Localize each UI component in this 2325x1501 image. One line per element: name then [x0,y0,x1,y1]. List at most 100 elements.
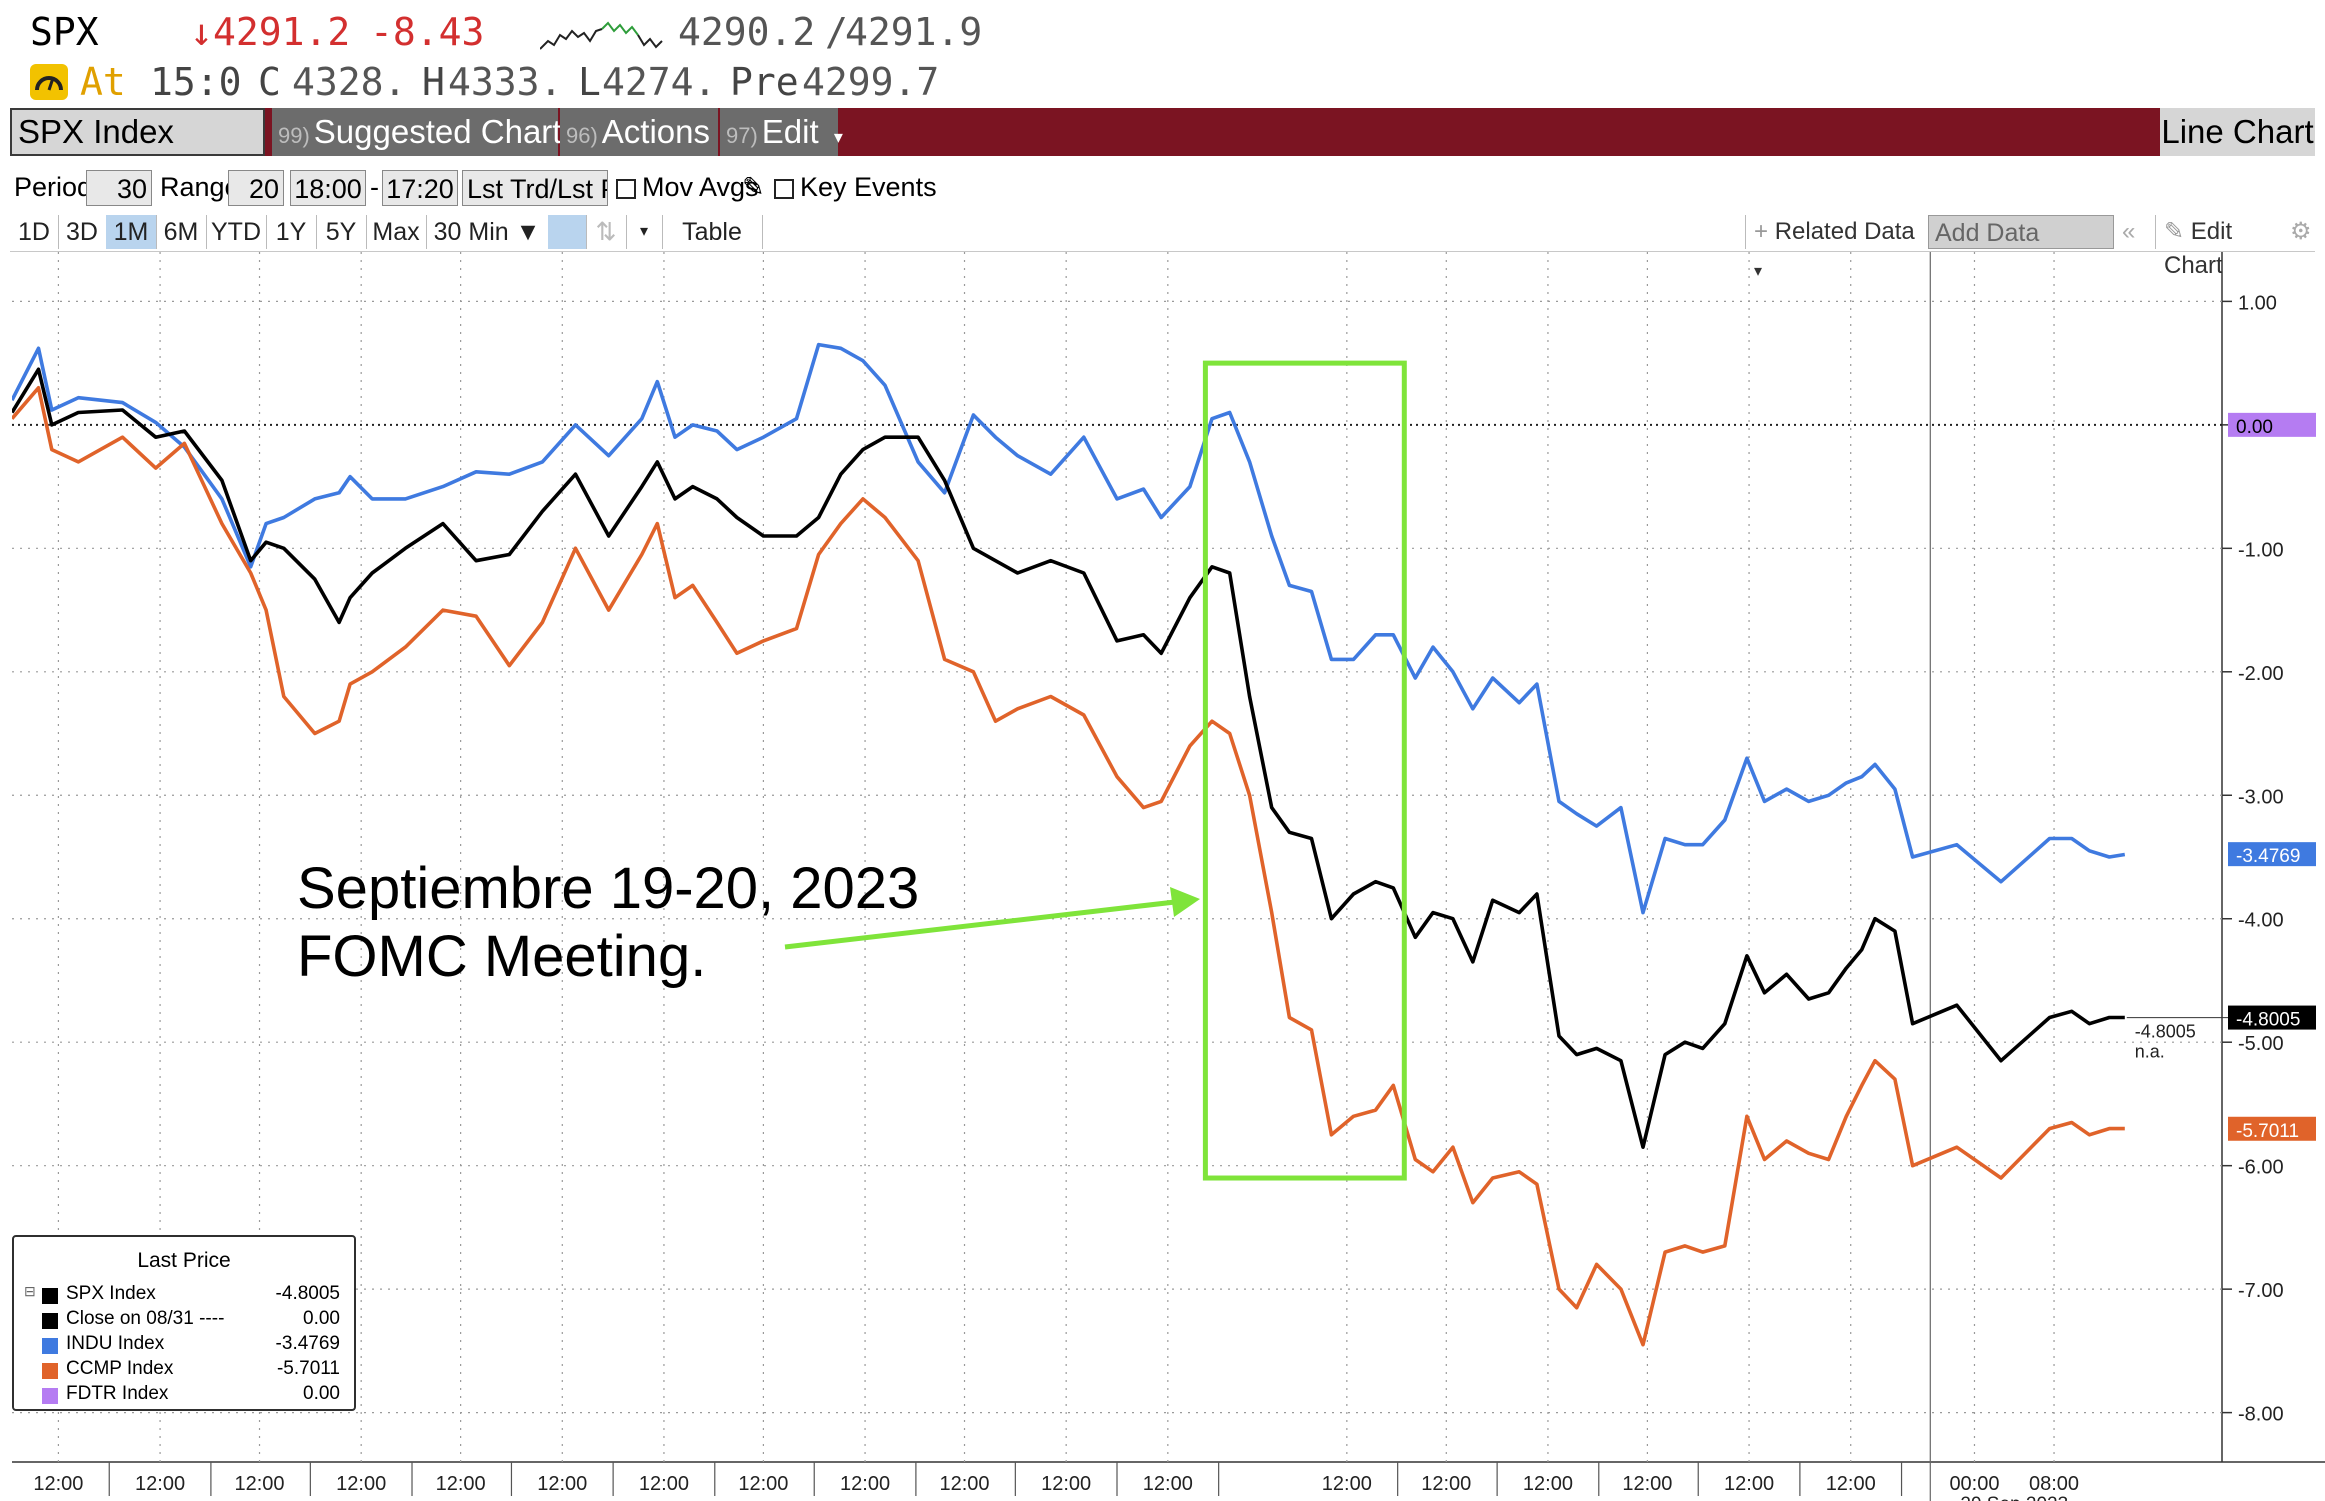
value-label-bg [2228,842,2316,867]
plus-icon: + [1754,218,1775,245]
quote-close: 4328. [292,60,407,104]
x-tick-label: 12:00 [1826,1473,1876,1495]
annotation-arrow-line [784,899,1176,950]
key-events-label: Key Events [800,172,937,202]
legend-swatch [42,1363,58,1379]
x-tick-label: 12:00 [33,1473,83,1495]
range-button-3d[interactable]: 3D [58,215,107,249]
legend-name: Close on 08/31 ---- [66,1308,225,1329]
x-tick-label: 08:00 [2029,1473,2079,1495]
range-label: Range [160,172,240,202]
x-tick-label: 12:00 [1421,1473,1471,1495]
value-label: -5.7011 [2228,1116,2316,1142]
x-tick-label: 12:00 [1523,1473,1573,1495]
range-buttons-row: 1D 3D 1M 6M YTD 1Y 5Y Max 30 Min ▼ ⇅ ▾ T… [10,213,2315,280]
down-arrow-icon: ↓ [190,10,213,54]
pencil-icon[interactable]: ✎ [742,172,765,202]
y-tick-label: -5.00 [2238,1033,2284,1055]
pencil-icon: ✎ [2164,218,2191,245]
edit-chart-button[interactable]: ✎ Edit Chart [2155,215,2294,279]
crosshair-icon[interactable]: ⇅ [586,215,627,249]
legend-swatch [42,1338,58,1354]
legend-value: 0.00 [303,1383,340,1404]
table-button[interactable]: Table [662,215,763,249]
value-label: 0.00 [2228,412,2316,438]
x-tick-label: 12:00 [537,1473,587,1495]
zoom-icon[interactable] [548,215,587,249]
value-label-bg [2228,1116,2316,1141]
quote-ticker: SPX [30,10,99,54]
side-note-na: n.a. [2135,1042,2165,1062]
suggested-charts-button[interactable]: 99)Suggested Charts ▾ [272,108,602,156]
x-tick-label: 00:00 [1949,1473,1999,1495]
range-button-1m[interactable]: 1M [106,215,157,249]
edit-button[interactable]: 97) Edit ▾ [720,108,843,156]
range-input[interactable]: 20 [228,170,284,206]
main-toolbar: SPX Index 99)Suggested Charts ▾ 96)Actio… [10,108,2315,156]
suggested-charts-label: Suggested Charts [313,113,578,150]
gear-icon[interactable]: ⚙ [2290,218,2312,245]
at-label: At [80,60,126,104]
time-to-input[interactable]: 17:20 [382,170,458,206]
arrow-head-icon [1170,887,1200,917]
add-data-input[interactable]: Add Data [1928,215,2114,249]
edit-chart-label: Edit Chart [2164,218,2233,279]
legend-item[interactable]: Close on 08/31 ---- 0.00 [14,1308,354,1333]
x-tick-label: 12:00 [1041,1473,1091,1495]
legend-item[interactable]: CCMP Index -5.7011 [14,1358,354,1383]
ticker-field[interactable]: SPX Index [10,108,265,156]
key-events-checkbox[interactable] [774,178,794,199]
legend-item[interactable]: INDU Index -3.4769 [14,1333,354,1358]
mov-avgs-label: Mov Avgs [642,172,759,202]
legend-value: -5.7011 [276,1358,340,1379]
edit-label: Edit [761,113,819,150]
dropdown-caret-icon: ▾ [1754,263,1763,280]
y-tick-label: -8.00 [2238,1404,2284,1426]
legend-item[interactable]: FDTR Index 0.00 [14,1383,354,1408]
range-button-1y[interactable]: 1Y [266,215,317,249]
quote-bid: 4290.2 [678,10,816,54]
y-tick-label: -3.00 [2238,786,2284,808]
range-button-ytd[interactable]: YTD [206,215,267,249]
x-tick-label: 12:00 [939,1473,989,1495]
range-button-6m[interactable]: 6M [156,215,207,249]
legend: Last Price ⊟ SPX Index -4.8005 Close on … [12,1235,356,1411]
legend-name: FDTR Index [66,1383,169,1404]
related-data-button[interactable]: + Related Data ▾ [1745,215,1924,280]
price-mode-select[interactable]: Lst Trd/Lst P [462,170,608,206]
quote-time: 15:0 [150,60,242,104]
low-prefix: L [578,60,601,104]
fomc-highlight-rect [1202,360,1407,1181]
collapse-icon[interactable]: « [2122,218,2136,245]
frequency-select[interactable]: 30 Min ▼ [426,215,549,249]
annotation-arrow [784,887,1200,950]
x-tick-label: 12:00 [436,1473,486,1495]
x-tick-label: 12:00 [639,1473,689,1495]
time-from-input[interactable]: 18:00 [290,170,366,206]
annotation-line-1: Septiembre 19-20, 2023 [297,856,920,921]
period-input[interactable]: 30 [86,170,152,206]
y-tick-label: -6.00 [2238,1157,2284,1179]
range-button-max[interactable]: Max [366,215,427,249]
y-tick-label: -1.00 [2238,539,2284,561]
legend-name: CCMP Index [66,1358,174,1379]
key-events-toggle[interactable]: Key Events [774,172,937,203]
legend-item[interactable]: ⊟ SPX Index -4.8005 [14,1283,354,1308]
range-button-1d[interactable]: 1D [10,215,59,249]
chart-type-button[interactable]: Line Chart [2160,108,2315,156]
time-separator: - [370,172,379,202]
close-prefix: C [258,60,281,104]
quote-high: 4333. [448,60,563,104]
legend-swatch [42,1288,58,1304]
legend-value: -3.4769 [275,1333,340,1354]
legend-swatch [42,1388,58,1404]
mov-avgs-toggle[interactable]: Mov Avgs [616,172,759,203]
mov-avgs-checkbox[interactable] [616,178,636,199]
dropdown-caret-icon[interactable]: ▾ [626,215,663,249]
range-button-5y[interactable]: 5Y [316,215,367,249]
actions-button[interactable]: 96)Actions ▾ [560,108,734,156]
value-label-text: -3.4769 [2236,846,2300,867]
sparkline-icon [539,18,665,62]
x-tick-label: 12:00 [1143,1473,1193,1495]
tree-collapse-icon[interactable]: ⊟ [24,1283,36,1299]
